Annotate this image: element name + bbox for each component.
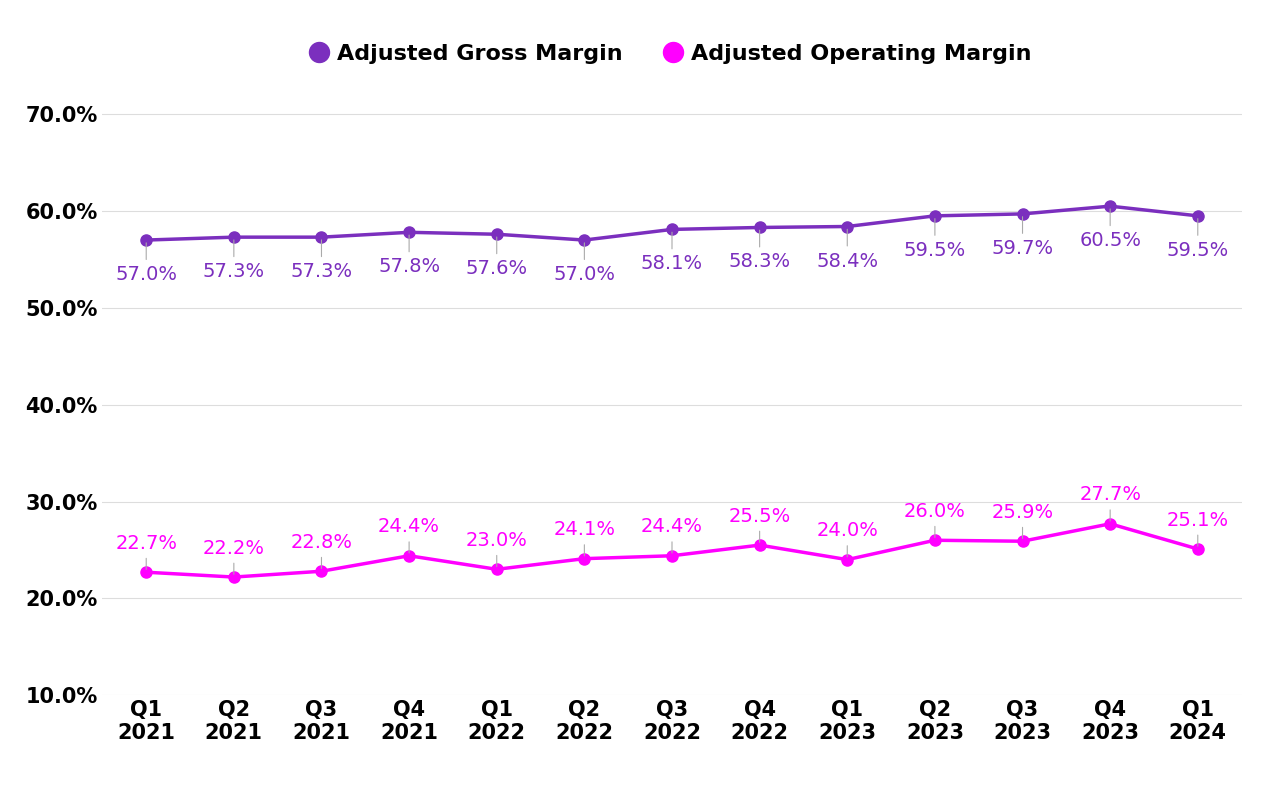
Adjusted Operating Margin — [489, 565, 504, 574]
Adjusted Gross Margin — [489, 230, 504, 239]
Text: 25.5%: 25.5% — [728, 506, 791, 542]
Text: 58.1%: 58.1% — [641, 232, 703, 273]
Adjusted Operating Margin — [1190, 544, 1206, 554]
Text: 57.6%: 57.6% — [466, 237, 527, 278]
Adjusted Gross Margin — [314, 232, 329, 242]
Line: Adjusted Operating Margin: Adjusted Operating Margin — [141, 518, 1203, 582]
Adjusted Operating Margin — [138, 567, 154, 577]
Text: 57.8%: 57.8% — [378, 235, 440, 276]
Legend: Adjusted Gross Margin, Adjusted Operating Margin: Adjusted Gross Margin, Adjusted Operatin… — [303, 34, 1041, 73]
Text: 59.5%: 59.5% — [904, 219, 966, 260]
Text: 26.0%: 26.0% — [904, 502, 966, 537]
Adjusted Operating Margin — [751, 540, 767, 550]
Adjusted Operating Margin — [314, 566, 329, 576]
Text: 58.3%: 58.3% — [728, 230, 791, 272]
Text: 27.7%: 27.7% — [1079, 485, 1142, 521]
Adjusted Operating Margin — [1102, 519, 1117, 529]
Text: 22.8%: 22.8% — [291, 532, 352, 569]
Text: 25.9%: 25.9% — [992, 502, 1053, 539]
Text: 24.4%: 24.4% — [378, 517, 440, 553]
Text: 22.2%: 22.2% — [202, 539, 265, 574]
Adjusted Gross Margin — [664, 224, 680, 234]
Text: 57.0%: 57.0% — [553, 243, 616, 284]
Adjusted Gross Margin — [227, 232, 242, 242]
Adjusted Operating Margin — [927, 536, 942, 545]
Text: 59.7%: 59.7% — [992, 216, 1053, 258]
Text: 24.1%: 24.1% — [553, 520, 616, 556]
Text: 57.3%: 57.3% — [202, 240, 265, 281]
Text: 59.5%: 59.5% — [1166, 219, 1229, 260]
Adjusted Gross Margin — [138, 235, 154, 245]
Adjusted Operating Margin — [1015, 536, 1030, 546]
Adjusted Gross Margin — [927, 211, 942, 220]
Text: 57.3%: 57.3% — [291, 240, 352, 281]
Line: Adjusted Gross Margin: Adjusted Gross Margin — [141, 201, 1203, 246]
Adjusted Gross Margin — [1190, 211, 1206, 220]
Adjusted Gross Margin — [751, 223, 767, 232]
Adjusted Operating Margin — [664, 551, 680, 560]
Adjusted Operating Margin — [227, 572, 242, 581]
Text: 22.7%: 22.7% — [115, 534, 177, 570]
Adjusted Gross Margin — [1015, 209, 1030, 219]
Text: 60.5%: 60.5% — [1079, 209, 1142, 250]
Adjusted Gross Margin — [577, 235, 593, 245]
Adjusted Gross Margin — [402, 228, 417, 237]
Adjusted Gross Margin — [1102, 201, 1117, 211]
Text: 58.4%: 58.4% — [817, 229, 878, 270]
Adjusted Operating Margin — [840, 555, 855, 564]
Adjusted Operating Margin — [402, 551, 417, 560]
Text: 24.4%: 24.4% — [641, 517, 703, 553]
Text: 23.0%: 23.0% — [466, 531, 527, 566]
Adjusted Operating Margin — [577, 554, 593, 563]
Text: 57.0%: 57.0% — [115, 243, 177, 284]
Text: 25.1%: 25.1% — [1167, 510, 1229, 546]
Adjusted Gross Margin — [840, 222, 855, 231]
Text: 24.0%: 24.0% — [817, 521, 878, 557]
